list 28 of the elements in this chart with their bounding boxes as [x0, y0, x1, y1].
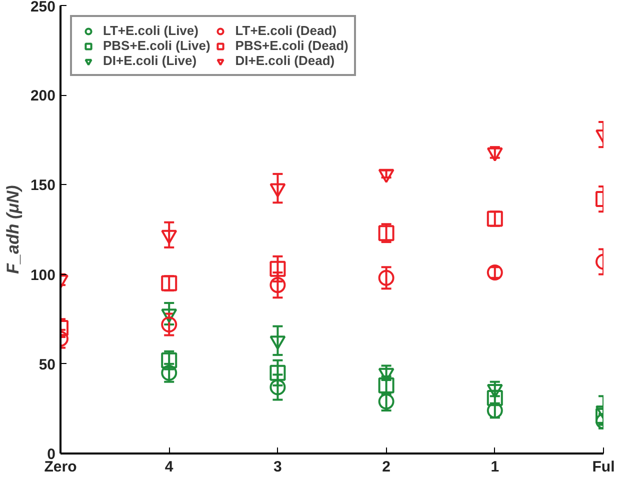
y-axis-title: F_adh (μN) [3, 184, 22, 274]
x-tick-label: 3 [274, 458, 282, 476]
point [486, 147, 503, 162]
legend-label: PBS+E.coli (Dead) [235, 38, 348, 53]
point [270, 277, 286, 294]
point [270, 379, 286, 396]
point [270, 364, 286, 381]
legend-label: DI+E.coli (Dead) [235, 53, 335, 68]
legend-label: LT+E.coli (Live) [103, 23, 198, 38]
point [378, 270, 394, 286]
y-tick-label: 100 [30, 266, 56, 284]
x-tick-label: 4 [164, 458, 174, 476]
point [161, 316, 178, 332]
x-tick-label: Ful [592, 458, 615, 476]
y-tick-label: 50 [38, 356, 56, 374]
point [378, 168, 394, 184]
point [161, 230, 178, 244]
legend-label: LT+E.coli (Dead) [235, 23, 337, 38]
x-tick-label: Zero [44, 458, 77, 476]
y-tick-label: 250 [30, 0, 56, 16]
y-tick-label: 150 [30, 177, 56, 194]
x-tick-label: 2 [382, 458, 390, 476]
point [270, 183, 286, 198]
x-tick-label: 1 [490, 458, 500, 476]
legend-label: DI+E.coli (Live) [103, 53, 197, 68]
point [270, 260, 286, 277]
y-tick-label: 200 [30, 88, 56, 105]
legend-label: PBS+E.coli (Live) [103, 38, 210, 53]
